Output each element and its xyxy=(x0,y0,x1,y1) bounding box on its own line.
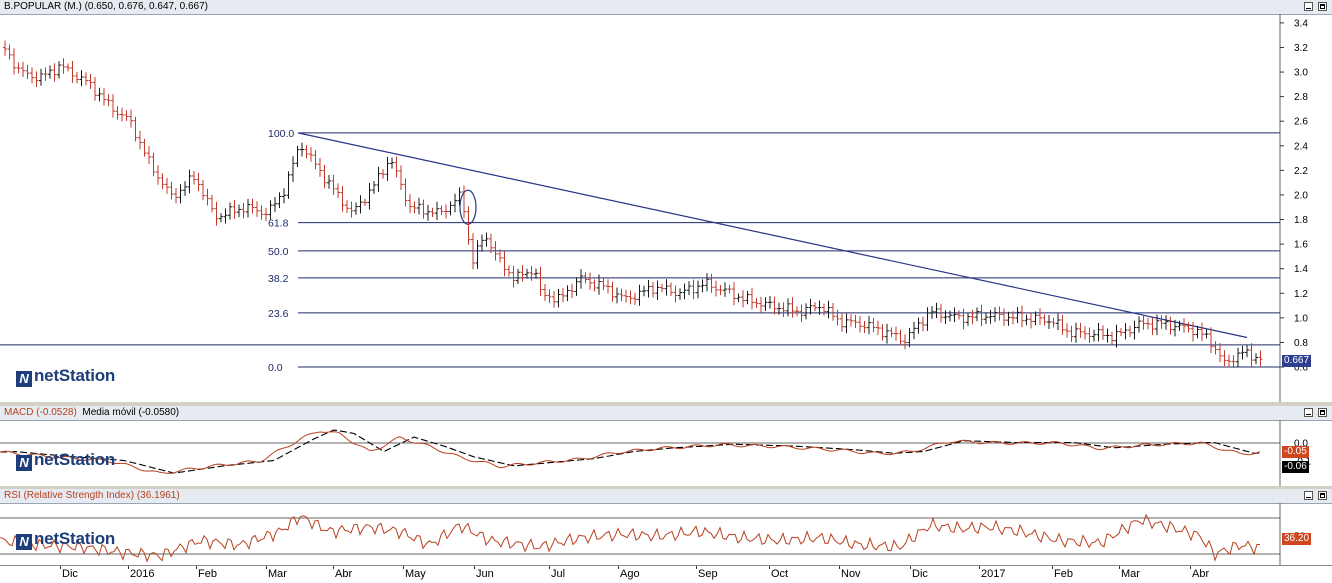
macd-chart[interactable]: 0.0-0.1 xyxy=(0,420,1332,486)
x-axis-label: Feb xyxy=(1054,568,1073,580)
y-tick-label: 2.8 xyxy=(1294,92,1308,103)
rsi-line xyxy=(0,513,1261,563)
x-axis-tick xyxy=(696,566,697,569)
fib-level-label: 23.6 xyxy=(268,308,289,320)
macd-line xyxy=(0,431,1261,474)
x-axis-label: 2016 xyxy=(130,568,155,580)
fib-level-label: 50.0 xyxy=(268,246,289,258)
x-axis-tick xyxy=(910,566,911,569)
y-tick-label: 1.0 xyxy=(1294,313,1308,324)
macd-value-tag: -0.05 xyxy=(1282,446,1309,458)
x-axis-tick xyxy=(333,566,334,569)
macd-panel[interactable]: MACD (-0.0528) Media móvil (-0.0580) 0.0… xyxy=(0,406,1332,486)
netstation-logo-icon: N xyxy=(16,371,32,387)
x-axis-label: Abr xyxy=(335,568,353,580)
rsi-panel-titlebar: RSI (Relative Strength Index) (36.1961) xyxy=(0,489,1332,504)
x-axis-tick xyxy=(618,566,619,569)
x-axis-label: Mar xyxy=(1121,568,1140,580)
y-tick-label: 1.6 xyxy=(1294,240,1308,251)
x-axis-tick xyxy=(474,566,475,569)
y-tick-label: 1.8 xyxy=(1294,215,1308,226)
x-axis-tick xyxy=(128,566,129,569)
x-axis-label: Abr xyxy=(1192,568,1210,580)
x-axis-label: Feb xyxy=(198,568,217,580)
price-chart[interactable]: 3.4 3.2 3.0 2.8 2.6 2.4 2.2 2.0 1.8 1.6 1.4 1.2 1.0 0… xyxy=(0,14,1332,402)
rsi-panel[interactable]: RSI (Relative Strength Index) (36.1961) … xyxy=(0,489,1332,565)
x-axis-label: 2017 xyxy=(981,568,1006,580)
netstation-logo-icon: N xyxy=(16,534,32,550)
x-axis-tick xyxy=(1190,566,1191,569)
macd-title: MACD (-0.0528) xyxy=(4,407,77,418)
macd-panel-titlebar: MACD (-0.0528) Media móvil (-0.0580) xyxy=(0,406,1332,421)
minimize-button[interactable] xyxy=(1304,2,1313,11)
fib-level-label: 38.2 xyxy=(268,273,289,285)
y-tick-label: 0.8 xyxy=(1294,338,1308,349)
x-axis-tick xyxy=(549,566,550,569)
rsi-minimize-button[interactable] xyxy=(1304,491,1313,500)
fib-level-label: 0.0 xyxy=(268,362,283,374)
y-tick-label: 3.0 xyxy=(1294,68,1308,79)
x-axis-tick xyxy=(60,566,61,569)
x-axis-label: Ago xyxy=(620,568,640,580)
signal-value-tag: -0.06 xyxy=(1282,461,1309,473)
y-tick-label: 2.2 xyxy=(1294,166,1308,177)
y-tick-label: 2.4 xyxy=(1294,141,1308,152)
rsi-chart[interactable]: 50 xyxy=(0,503,1332,565)
last-price-tag: 0.667 xyxy=(1282,355,1312,367)
rsi-maximize-button[interactable] xyxy=(1318,491,1327,500)
y-tick-label: 2.6 xyxy=(1294,117,1308,128)
x-axis-tick xyxy=(403,566,404,569)
macd-minimize-button[interactable] xyxy=(1304,408,1313,417)
rsi-value-tag: 36.20 xyxy=(1282,533,1312,545)
y-tick-label: 3.2 xyxy=(1294,43,1308,54)
x-axis-label: Jul xyxy=(551,568,566,580)
x-axis-tick xyxy=(1052,566,1053,569)
x-axis-label: Mar xyxy=(268,568,287,580)
y-tick-label: 3.4 xyxy=(1294,18,1308,29)
x-axis-tick xyxy=(196,566,197,569)
x-axis-tick xyxy=(979,566,980,569)
x-axis-label: Jun xyxy=(476,568,494,580)
fib-level-label: 61.8 xyxy=(268,218,289,230)
y-tick-label: 1.2 xyxy=(1294,289,1308,300)
x-axis-tick xyxy=(839,566,840,569)
macd-y-tick-label: 0.0 xyxy=(1294,439,1308,450)
x-axis-label: Dic xyxy=(62,568,78,580)
rsi-title: RSI (Relative Strength Index) (36.1961) xyxy=(4,490,180,501)
price-panel-title: B.POPULAR (M.) (0.650, 0.676, 0.647, 0.6… xyxy=(4,1,208,12)
y-tick-label: 2.0 xyxy=(1294,190,1308,201)
macd-signal-line xyxy=(0,429,1261,474)
x-axis-tick xyxy=(769,566,770,569)
price-panel-titlebar: B.POPULAR (M.) (0.650, 0.676, 0.647, 0.6… xyxy=(0,0,1332,15)
x-axis-label: Nov xyxy=(841,568,861,580)
trendline xyxy=(297,132,1248,339)
x-axis-tick xyxy=(1119,566,1120,569)
macd-maximize-button[interactable] xyxy=(1318,408,1327,417)
netstation-logo-icon: N xyxy=(16,455,32,471)
y-tick-label: 1.4 xyxy=(1294,264,1308,275)
fib-level-label: 100.0 xyxy=(268,128,294,140)
time-axis: Dic 2016 Feb Mar Abr May Jun Jul Ago Sep Oct Nov Dic… xyxy=(0,565,1332,583)
x-axis-label: Dic xyxy=(912,568,928,580)
price-panel[interactable]: B.POPULAR (M.) (0.650, 0.676, 0.647, 0.6… xyxy=(0,0,1332,402)
x-axis-label: Sep xyxy=(698,568,718,580)
maximize-button[interactable] xyxy=(1318,2,1327,11)
x-axis-label: May xyxy=(405,568,426,580)
x-axis-label: Oct xyxy=(771,568,789,580)
macd-signal-title: Media móvil (-0.0580) xyxy=(82,407,180,418)
x-axis-tick xyxy=(266,566,267,569)
y-tick-label: 0.6 xyxy=(1294,363,1308,374)
